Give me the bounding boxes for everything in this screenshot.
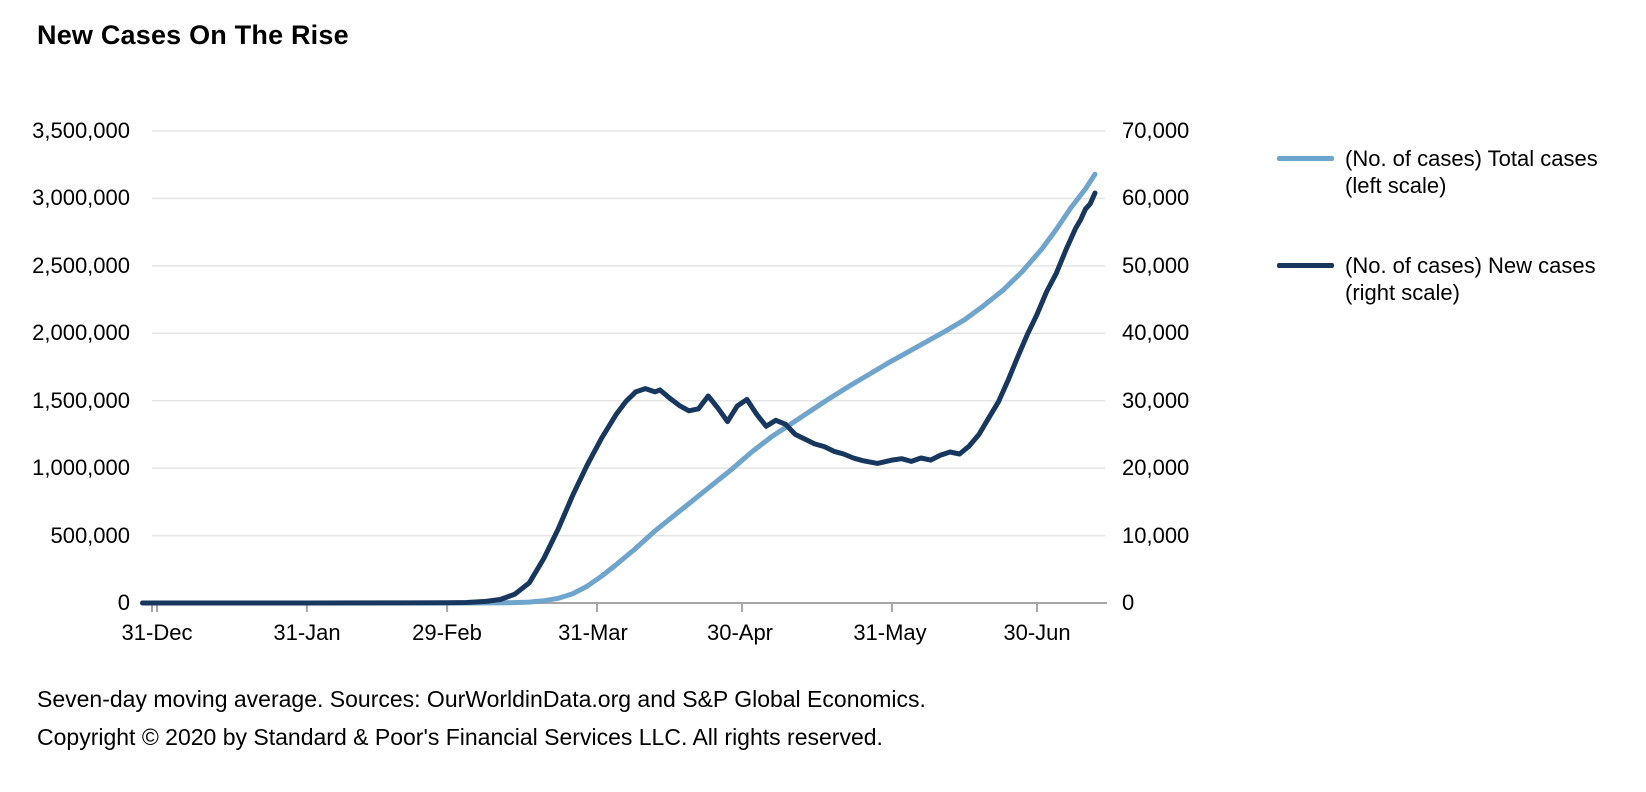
new-cases-swatch xyxy=(1277,263,1334,268)
y-axis-label-right: 20,000 xyxy=(1122,455,1190,480)
x-axis-label: 29-Feb xyxy=(412,620,482,645)
y-axis-label-right: 60,000 xyxy=(1122,185,1190,210)
y-axis-label-right: 50,000 xyxy=(1122,253,1190,278)
footnote-source: Seven-day moving average. Sources: OurWo… xyxy=(37,686,926,712)
legend-label-total-cases: (No. of cases) Total cases (left scale) xyxy=(1345,146,1598,198)
x-axis-label: 31-Dec xyxy=(121,620,193,645)
x-axis-label: 31-May xyxy=(853,620,927,645)
y-axis-label-left: 2,500,000 xyxy=(32,253,130,278)
y-axis-label-right: 0 xyxy=(1122,590,1135,615)
y-axis-label-left: 500,000 xyxy=(50,523,130,548)
x-axis-label: 31-Jan xyxy=(273,620,341,645)
y-axis-label-left: 1,500,000 xyxy=(32,388,130,413)
total-cases-line xyxy=(140,171,1098,606)
legend-item-total-cases: (No. of cases) Total cases (left scale) xyxy=(1277,145,1598,199)
y-axis-label-right: 40,000 xyxy=(1122,320,1190,345)
x-axis-label: 31-Mar xyxy=(558,620,628,645)
legend-item-new-cases: (No. of cases) New cases (right scale) xyxy=(1277,252,1598,306)
legend-label-new-cases: (No. of cases) New cases (right scale) xyxy=(1345,253,1596,305)
y-axis-label-left: 1,000,000 xyxy=(32,455,130,480)
footnote-copyright: Copyright © 2020 by Standard & Poor's Fi… xyxy=(37,724,883,750)
x-axis-label: 30-Jun xyxy=(1003,620,1071,645)
y-axis-label-left: 2,000,000 xyxy=(32,320,130,345)
page-title: New Cases On The Rise xyxy=(37,20,349,50)
total-cases-swatch xyxy=(1277,156,1334,161)
y-axis-label-right: 30,000 xyxy=(1122,388,1190,413)
new-cases-line xyxy=(140,190,1098,606)
y-axis-label-right: 70,000 xyxy=(1122,118,1190,143)
y-axis-label-left: 3,500,000 xyxy=(32,118,130,143)
y-axis-label-left: 0 xyxy=(117,590,130,615)
legend: (No. of cases) Total cases (left scale) … xyxy=(1277,145,1598,306)
x-axis-label: 30-Apr xyxy=(706,620,774,645)
y-axis-label-left: 3,000,000 xyxy=(32,185,130,210)
y-axis-label-right: 10,000 xyxy=(1122,523,1190,548)
